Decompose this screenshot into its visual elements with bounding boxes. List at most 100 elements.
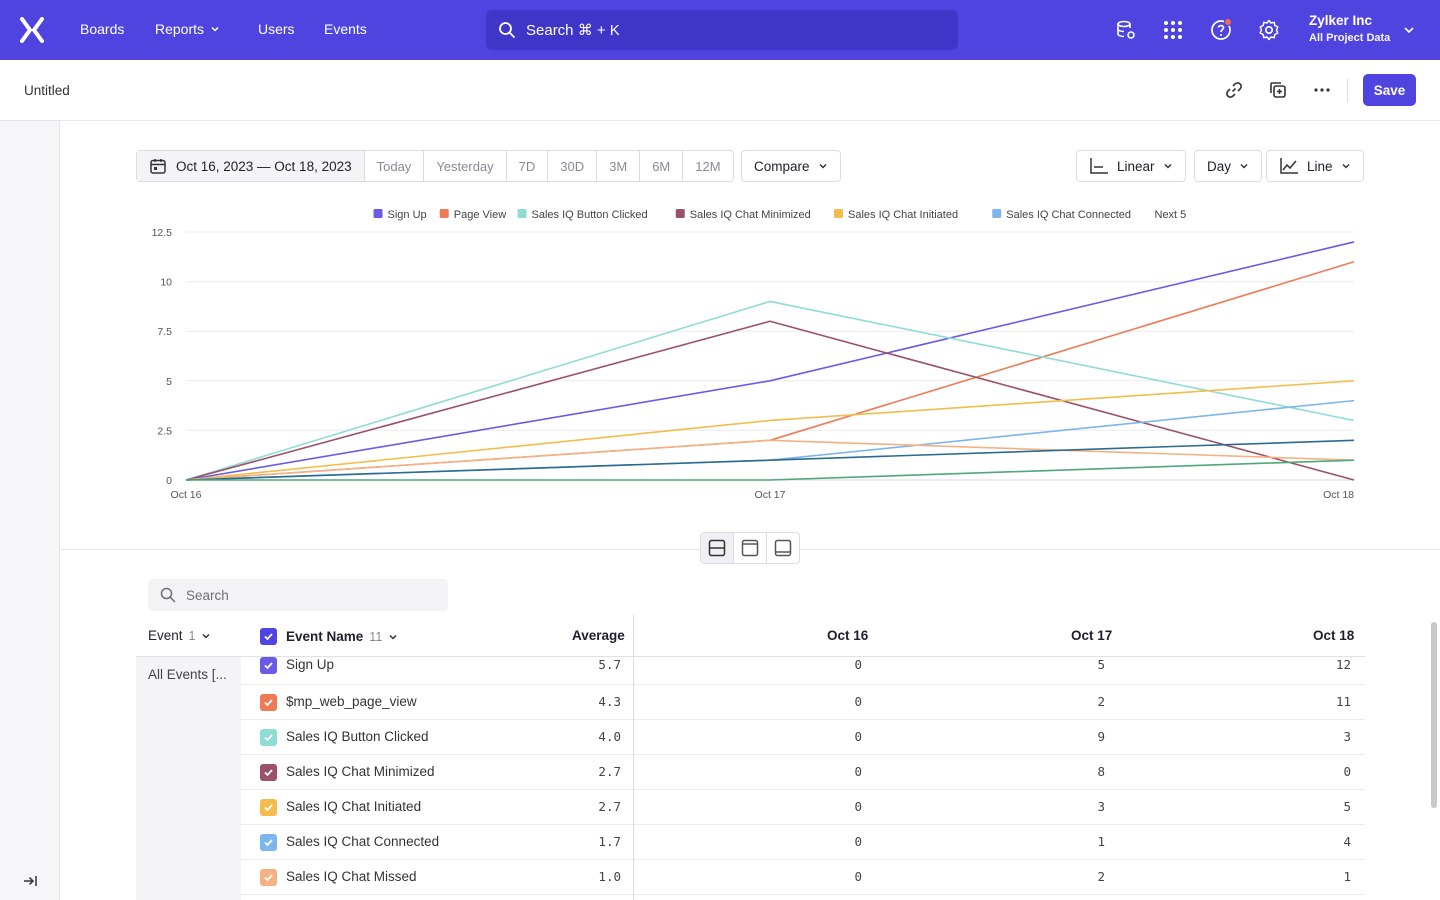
table-search-input[interactable]: Search [148,579,448,611]
check-icon [264,633,273,641]
preset-3m[interactable]: 3M [597,151,641,181]
chart-only-layout-icon [741,539,759,557]
legend-swatch [834,209,843,218]
column-event-label: Event [148,628,183,643]
gear-icon[interactable] [1257,18,1281,42]
average-value: 4.3 [598,694,621,709]
layout-table-option[interactable] [767,533,799,563]
date-value: 0 [1343,764,1351,779]
preset-yesterday[interactable]: Yesterday [424,151,507,181]
legend-swatch [439,209,449,218]
calendar-icon [150,159,166,174]
date-range-picker[interactable]: Oct 16, 2023 — Oct 18, 2023 [137,151,365,181]
column-date-oct17[interactable]: Oct 17 [1071,628,1113,643]
row-checkbox[interactable] [260,657,277,674]
legend-label[interactable]: Page View [454,209,506,221]
event-group-label[interactable]: All Events [... [148,667,227,682]
x-tick-label: Oct 17 [755,489,786,501]
more-options-icon[interactable] [1312,80,1332,100]
column-average[interactable]: Average [572,628,625,643]
check-icon [264,734,273,742]
date-value: 0 [854,834,862,849]
preset-7d[interactable]: 7D [507,151,549,181]
layout-chart-option[interactable] [734,533,767,563]
y-tick-label: 10 [160,277,172,289]
check-icon [264,839,273,847]
column-event-name[interactable]: Event Name 11 [260,628,398,645]
legend-swatch [373,209,383,218]
chevron-down-icon[interactable] [1402,23,1416,37]
column-date-oct18[interactable]: Oct 18 [1313,628,1355,643]
table-row[interactable]: Sales IQ Chat Initiated 2.7 0 3 5 [241,790,1365,825]
table-row[interactable]: Sales IQ Chat Missed 1.0 0 2 1 [241,860,1365,895]
column-date-oct16[interactable]: Oct 16 [827,628,869,643]
table-row[interactable]: Sales IQ Chat Connected 1.7 0 1 4 [241,825,1365,860]
table-row[interactable]: Sign Up 5.7 0 5 12 [241,657,1365,685]
table-row[interactable]: Sales IQ Chat Minimized 2.7 0 8 0 [241,755,1365,790]
app-logo-icon[interactable] [20,17,44,43]
check-icon [264,662,273,670]
interval-dropdown[interactable]: Day [1194,150,1263,182]
row-checkbox[interactable] [260,834,277,851]
expand-sidebar-icon[interactable] [22,873,38,889]
chart-type-dropdown[interactable]: Line [1266,150,1364,182]
report-title[interactable]: Untitled [24,83,70,98]
nav-events[interactable]: Events [324,21,367,37]
chart-legend: Sign Up Page View Sales IQ Button Clicked S… [373,209,1187,221]
preset-30d[interactable]: 30D [548,151,598,181]
scale-dropdown[interactable]: Linear [1076,150,1186,182]
duplicate-icon[interactable] [1268,80,1288,100]
global-search[interactable]: Search ⌘ + K [486,10,958,50]
row-checkbox[interactable] [260,869,277,886]
event-name: Sales IQ Chat Connected [286,834,440,849]
nav-boards[interactable]: Boards [80,21,124,37]
series-line [185,260,1355,481]
row-checkbox[interactable] [260,764,277,781]
compare-dropdown[interactable]: Compare [741,150,841,182]
row-checkbox[interactable] [260,729,277,746]
series-line [185,320,1355,481]
table-row[interactable]: Sales IQ Button Clicked 4.0 0 9 3 [241,720,1365,755]
legend-next-page[interactable]: Next 5 [1155,209,1187,221]
legend-label[interactable]: Sales IQ Chat Initiated [848,209,958,221]
nav-users[interactable]: Users [258,21,295,37]
apps-grid-icon[interactable] [1161,18,1185,42]
legend-label[interactable]: Sales IQ Chat Minimized [690,209,811,221]
column-event[interactable]: Event 1 [148,628,211,643]
date-value: 8 [1097,764,1105,779]
preset-6m[interactable]: 6M [640,151,684,181]
org-switcher[interactable]: Zylker Inc All Project Data [1309,13,1390,44]
report-header: Untitled Save [0,60,1440,121]
row-checkbox[interactable] [260,694,277,711]
average-value: 5.7 [598,657,621,672]
legend-label[interactable]: Sign Up [388,209,427,221]
layout-split-option[interactable] [701,533,734,563]
check-icon [264,874,273,882]
link-icon[interactable] [1224,80,1244,100]
column-event-name-label: Event Name [286,629,364,644]
legend-label[interactable]: Sales IQ Button Clicked [532,209,648,221]
table-scrollbar[interactable] [1431,622,1437,808]
legend-label[interactable]: Sales IQ Chat Connected [1006,209,1131,221]
table-search-placeholder: Search [186,587,229,603]
event-name: Sales IQ Chat Missed [286,869,417,884]
y-tick-label: 0 [166,475,172,487]
row-checkbox[interactable] [260,799,277,816]
chart-type-label: Line [1307,158,1333,174]
layout-switcher [700,532,800,564]
check-icon [264,769,273,777]
top-navigation: Boards Reports Users Events Search ⌘ + K… [0,0,1440,60]
data-settings-icon[interactable] [1114,18,1138,42]
select-all-checkbox[interactable] [260,628,277,645]
preset-today[interactable]: Today [365,151,425,181]
save-button[interactable]: Save [1363,74,1416,106]
help-icon[interactable] [1209,18,1233,42]
y-tick-label: 5 [166,376,172,388]
nav-reports[interactable]: Reports [155,21,220,37]
line-chart-icon [1280,158,1298,174]
series-line [185,439,1355,481]
table-row[interactable]: $mp_web_page_view 4.3 0 2 11 [241,685,1365,720]
line-chart: 0 2.5 5 7.5 10 12.5 Oct 16 Oct 17 Oct 18 Sign Up P… [152,209,1355,501]
nav-boards-label: Boards [80,21,125,37]
preset-12m[interactable]: 12M [695,158,721,174]
